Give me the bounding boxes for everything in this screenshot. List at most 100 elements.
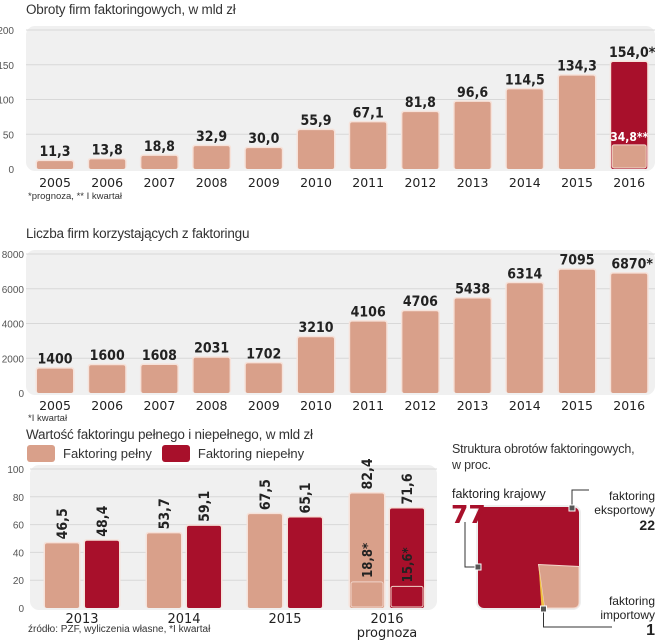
chart2-bar <box>141 365 178 393</box>
chart2-y-tick: 2000 <box>2 354 25 365</box>
chart2-value-label: 4706 <box>403 294 438 310</box>
chart3-bar-full <box>350 493 384 608</box>
pie-leader-domestic <box>464 522 477 568</box>
chart3-bar-partial <box>187 525 221 608</box>
pie-marker-import <box>540 605 547 613</box>
chart3-value-label: 65,1 <box>298 482 314 513</box>
chart1-x-label: 2016 <box>613 175 645 190</box>
chart2-bar <box>350 321 387 393</box>
legend-swatch-partial <box>161 445 190 462</box>
chart1-x-label: 2015 <box>561 175 593 190</box>
chart2-title: Liczba firm korzystających z faktoringu <box>26 226 250 241</box>
legend-label-full: Faktoring pełny <box>63 446 152 461</box>
chart1-x-label: 2012 <box>404 175 436 190</box>
chart3-q1-label: 15,6* <box>401 547 416 582</box>
chart3-legend: Faktoring pełny Faktoring niepełny <box>27 445 304 462</box>
chart1-x-label: 2014 <box>509 175 541 190</box>
chart2-x-label: 2014 <box>509 398 541 413</box>
pie-label-export-line2: eksportowy <box>594 503 655 517</box>
pie-label-export: faktoring eksportowy 22 <box>594 489 655 534</box>
chart1-bar <box>298 130 334 169</box>
chart2-bar <box>506 283 543 393</box>
pie-slice-import <box>538 564 545 608</box>
pie-value-domestic: 77 <box>451 500 486 529</box>
chart2-value-label: 1702 <box>246 346 281 362</box>
chart3-bar-partial <box>288 517 322 608</box>
chart2-value-label: 7095 <box>559 253 594 269</box>
chart2-y-tick: 8000 <box>2 250 25 261</box>
chart2-bar <box>193 357 230 393</box>
chart3-y-tick: 0 <box>18 604 24 615</box>
chart1-value-label: 55,9 <box>300 113 331 129</box>
chart2-x-label: 2007 <box>143 398 175 413</box>
pie-title: Struktura obrotów faktoringowych, w proc… <box>452 441 635 473</box>
chart3-bar-q1 <box>390 585 424 608</box>
chart1-x-label: 2007 <box>143 175 175 190</box>
chart3-bar-full <box>248 514 282 608</box>
chart1-footnote: *prognoza, ** I kwartał <box>28 191 122 202</box>
chart1-x-label: 2011 <box>352 175 384 190</box>
chart1-value-label: 18,8 <box>144 139 175 155</box>
chart1-turnover: 0 50 100 150 200 11,3 2005 13,8 2006 18,8 2007 32,9… <box>0 26 656 190</box>
pie-value-export: 22 <box>639 517 655 533</box>
chart3-value-label: 46,5 <box>55 508 71 539</box>
pie-label-import: faktoring importowy 1 <box>600 594 655 640</box>
chart1-bar <box>402 112 439 169</box>
chart2-value-label: 5438 <box>455 282 490 298</box>
pie-label-export-line1: faktoring <box>608 489 655 503</box>
chart1-bar <box>37 161 73 169</box>
pie-leader-export <box>571 489 589 508</box>
chart1-value-label: 96,6 <box>457 85 488 101</box>
pie-leader-import <box>543 609 612 628</box>
chart3-y-tick: 40 <box>13 548 25 559</box>
chart2-bar <box>611 273 648 393</box>
chart1-x-label: 2006 <box>91 175 123 190</box>
chart1-value-label: 11,3 <box>39 144 70 160</box>
chart1-value-label: 67,1 <box>353 105 384 121</box>
chart1-bar <box>141 155 178 169</box>
chart3-x-label: 2014 <box>167 612 200 627</box>
chart3-q1-label: 18,8* <box>361 543 376 578</box>
chart2-value-label: 1400 <box>37 352 72 368</box>
chart2-value-label: 3210 <box>298 320 333 336</box>
chart1-bar <box>454 101 491 169</box>
chart2-firms: 0 2000 4000 6000 8000 1400 2005 1600 2006 1608 200… <box>2 250 655 413</box>
chart2-bar <box>559 269 595 393</box>
chart3-x-label: 2013 <box>65 612 98 627</box>
chart2-value-label: 2031 <box>194 341 229 357</box>
chart1-bar <box>245 148 282 169</box>
chart2-x-label: 2005 <box>39 398 71 413</box>
chart2-bar <box>298 337 334 393</box>
chart3-value-label: 82,4 <box>360 458 376 489</box>
chart1-y-tick: 50 <box>3 130 15 141</box>
chart1-bar <box>193 146 230 169</box>
pie-slice-export <box>537 563 580 609</box>
chart3-bar-full <box>45 543 79 608</box>
chart1-x-label: 2005 <box>39 175 71 190</box>
chart3-y-tick: 20 <box>13 576 25 587</box>
chart1-bar <box>506 89 543 169</box>
chart3-value-label: 53,7 <box>157 498 173 529</box>
chart2-x-label: 2010 <box>300 398 332 413</box>
chart2-y-tick: 4000 <box>2 320 25 331</box>
chart1-value-label: 13,8 <box>92 142 123 158</box>
chart3-bar-full <box>147 533 181 608</box>
chart2-value-label: 1608 <box>142 348 177 364</box>
pie-label-import-line1: faktoring <box>608 594 655 608</box>
chart2-value-label: 4106 <box>351 305 386 321</box>
chart3-value-label: 59,1 <box>197 491 213 522</box>
chart1-y-tick: 0 <box>8 165 14 176</box>
chart1-x-label: 2010 <box>300 175 332 190</box>
chart3-value-label: 48,4 <box>95 505 111 536</box>
chart1-y-tick: 150 <box>0 61 14 72</box>
chart1-bar <box>611 61 648 169</box>
chart3-source: źródło: PZF, wyliczenia własne, *I kwart… <box>28 624 211 635</box>
chart1-value-label: 134,3 <box>557 59 597 75</box>
chart2-value-label: 1600 <box>90 348 125 364</box>
chart3-full-partial: 0 20 40 60 80 100 46,5 48,4 2013 53,7 59,1 2014 67,5… <box>7 458 437 640</box>
chart2-bar <box>402 311 439 393</box>
chart3-y-tick: 60 <box>13 521 25 532</box>
chart2-x-label: 2011 <box>352 398 384 413</box>
chart2-x-label: 2012 <box>404 398 436 413</box>
